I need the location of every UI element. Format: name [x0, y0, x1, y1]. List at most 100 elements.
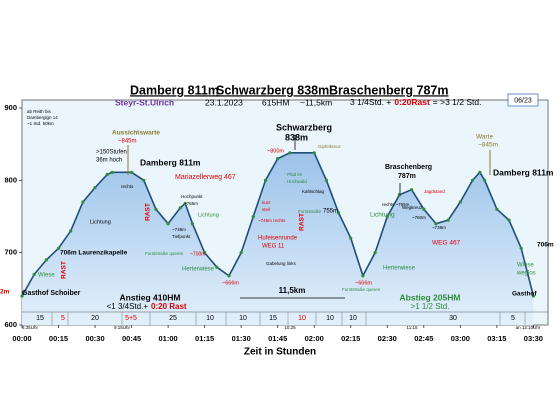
x-tick-label: 02:00: [305, 334, 324, 343]
point: [434, 222, 438, 226]
annotation: ~845m: [478, 142, 498, 149]
x-tick-label: 02:45: [414, 334, 433, 343]
x-tick-label: 01:30: [232, 334, 251, 343]
point: [93, 185, 97, 190]
clock-time: 8:35Uhr: [22, 325, 39, 330]
summary: >1 1/2 Std.: [411, 302, 450, 311]
point: [69, 229, 73, 233]
point: [251, 214, 255, 219]
segment-time: 10: [298, 315, 306, 322]
segment-time: 5+5: [125, 315, 137, 322]
annotation: Damberg 811m: [140, 157, 201, 167]
badge: 06/23: [514, 97, 532, 104]
annotation: 36m hoch: [96, 158, 122, 164]
annotation: Hochpunkt: [181, 194, 203, 199]
annotation: Forststraße queren: [145, 251, 184, 256]
clock-time: 11:15: [407, 325, 418, 330]
point: [495, 207, 499, 211]
point: [32, 272, 36, 276]
summary: Abstieg 205HM: [400, 292, 461, 302]
annotation: steil: [262, 207, 270, 212]
point: [263, 178, 268, 182]
point: [336, 211, 341, 215]
annotation: Warte: [476, 134, 493, 141]
x-tick-label: 01:45: [268, 334, 287, 343]
annotation: >150Stufen: [96, 150, 127, 156]
y-tick-label: 900: [4, 103, 17, 112]
segment-time: 10: [239, 315, 247, 322]
point: [154, 207, 158, 211]
annotation: Lichtung: [370, 212, 395, 219]
annotation: Kahlschlag: [302, 189, 325, 194]
annotation: Damberg 811m: [493, 167, 554, 177]
annotation: Hochwald: [287, 179, 307, 184]
point: [288, 151, 292, 155]
annotation: Wegkreuz: [402, 205, 423, 210]
point: [349, 236, 353, 240]
peak-title: Damberg 811m: [130, 83, 219, 97]
point: [470, 178, 475, 182]
summary: <1 3/4Std.+: [107, 302, 149, 311]
annotation: rechts: [121, 184, 134, 189]
annotation: weglos: [516, 271, 536, 277]
annotation: Forststraße: [298, 209, 322, 214]
note: Damberglgn 14: [27, 115, 58, 120]
annotation: ~738m: [432, 225, 446, 230]
segment-time: 10: [349, 315, 357, 322]
annotation: 706m Laurenzikapelle: [60, 250, 128, 257]
badge-box: [507, 93, 539, 107]
summary: Anstieg 410HM: [120, 292, 181, 302]
point: [105, 172, 109, 177]
annotation: Herterwiese: [182, 267, 215, 273]
clock-time: 9:15Uhr: [114, 325, 131, 330]
annotation: RAST: [61, 261, 68, 279]
point: [519, 246, 523, 250]
point: [110, 170, 114, 174]
annotation: 706m: [537, 242, 554, 249]
annotation: Pfad im: [287, 172, 303, 177]
annotation: ~745m rechts: [258, 218, 286, 223]
x-tick-label: 00:30: [85, 334, 104, 343]
annotation: Gasthof: [512, 291, 537, 298]
point: [531, 294, 535, 298]
x-tick-label: 00:45: [122, 334, 141, 343]
point: [458, 200, 462, 204]
annotation: Forststraße queren: [342, 287, 381, 292]
point: [507, 218, 511, 222]
time: 3 1/4Std. +0:20Rast = >3 1/2 Std.: [350, 97, 481, 107]
annotation: WEG 467: [432, 240, 461, 247]
segment-time: 10: [326, 315, 334, 322]
annotation: Gasthof Schoiber: [22, 290, 81, 297]
point: [478, 170, 482, 174]
annotation: Gabelung links: [266, 261, 297, 266]
point: [324, 178, 328, 182]
y-tick-label: 800: [4, 175, 17, 184]
place: Steyr-St.Ulrich: [115, 97, 174, 107]
point: [178, 206, 182, 210]
segment-time: 5: [61, 315, 65, 322]
point: [203, 251, 207, 255]
segment-time: 15: [269, 315, 277, 322]
annotation: Hufeisenrunde: [258, 236, 298, 242]
annotation: ~700m: [190, 251, 205, 257]
point: [166, 222, 170, 226]
x-tick-label: 01:00: [159, 334, 178, 343]
point: [81, 200, 85, 204]
annotation: Mariazellerweg 467: [175, 174, 236, 181]
point: [142, 178, 146, 182]
point: [483, 178, 487, 182]
annotation: ~666m: [355, 280, 372, 286]
annotation: WEG 11: [262, 244, 285, 250]
segment-time: 5: [511, 315, 515, 322]
annotation: ~765m: [184, 201, 198, 206]
annotation: Aussichtswarte: [112, 130, 160, 137]
x-tick-label: 03:30: [524, 334, 543, 343]
segment-time: 25: [169, 315, 177, 322]
point: [183, 201, 187, 206]
point: [446, 218, 450, 222]
annotation: Lichtung: [198, 212, 219, 218]
point: [385, 214, 389, 219]
annotation: 2m: [0, 289, 10, 296]
x-tick-label: 02:15: [341, 334, 360, 343]
